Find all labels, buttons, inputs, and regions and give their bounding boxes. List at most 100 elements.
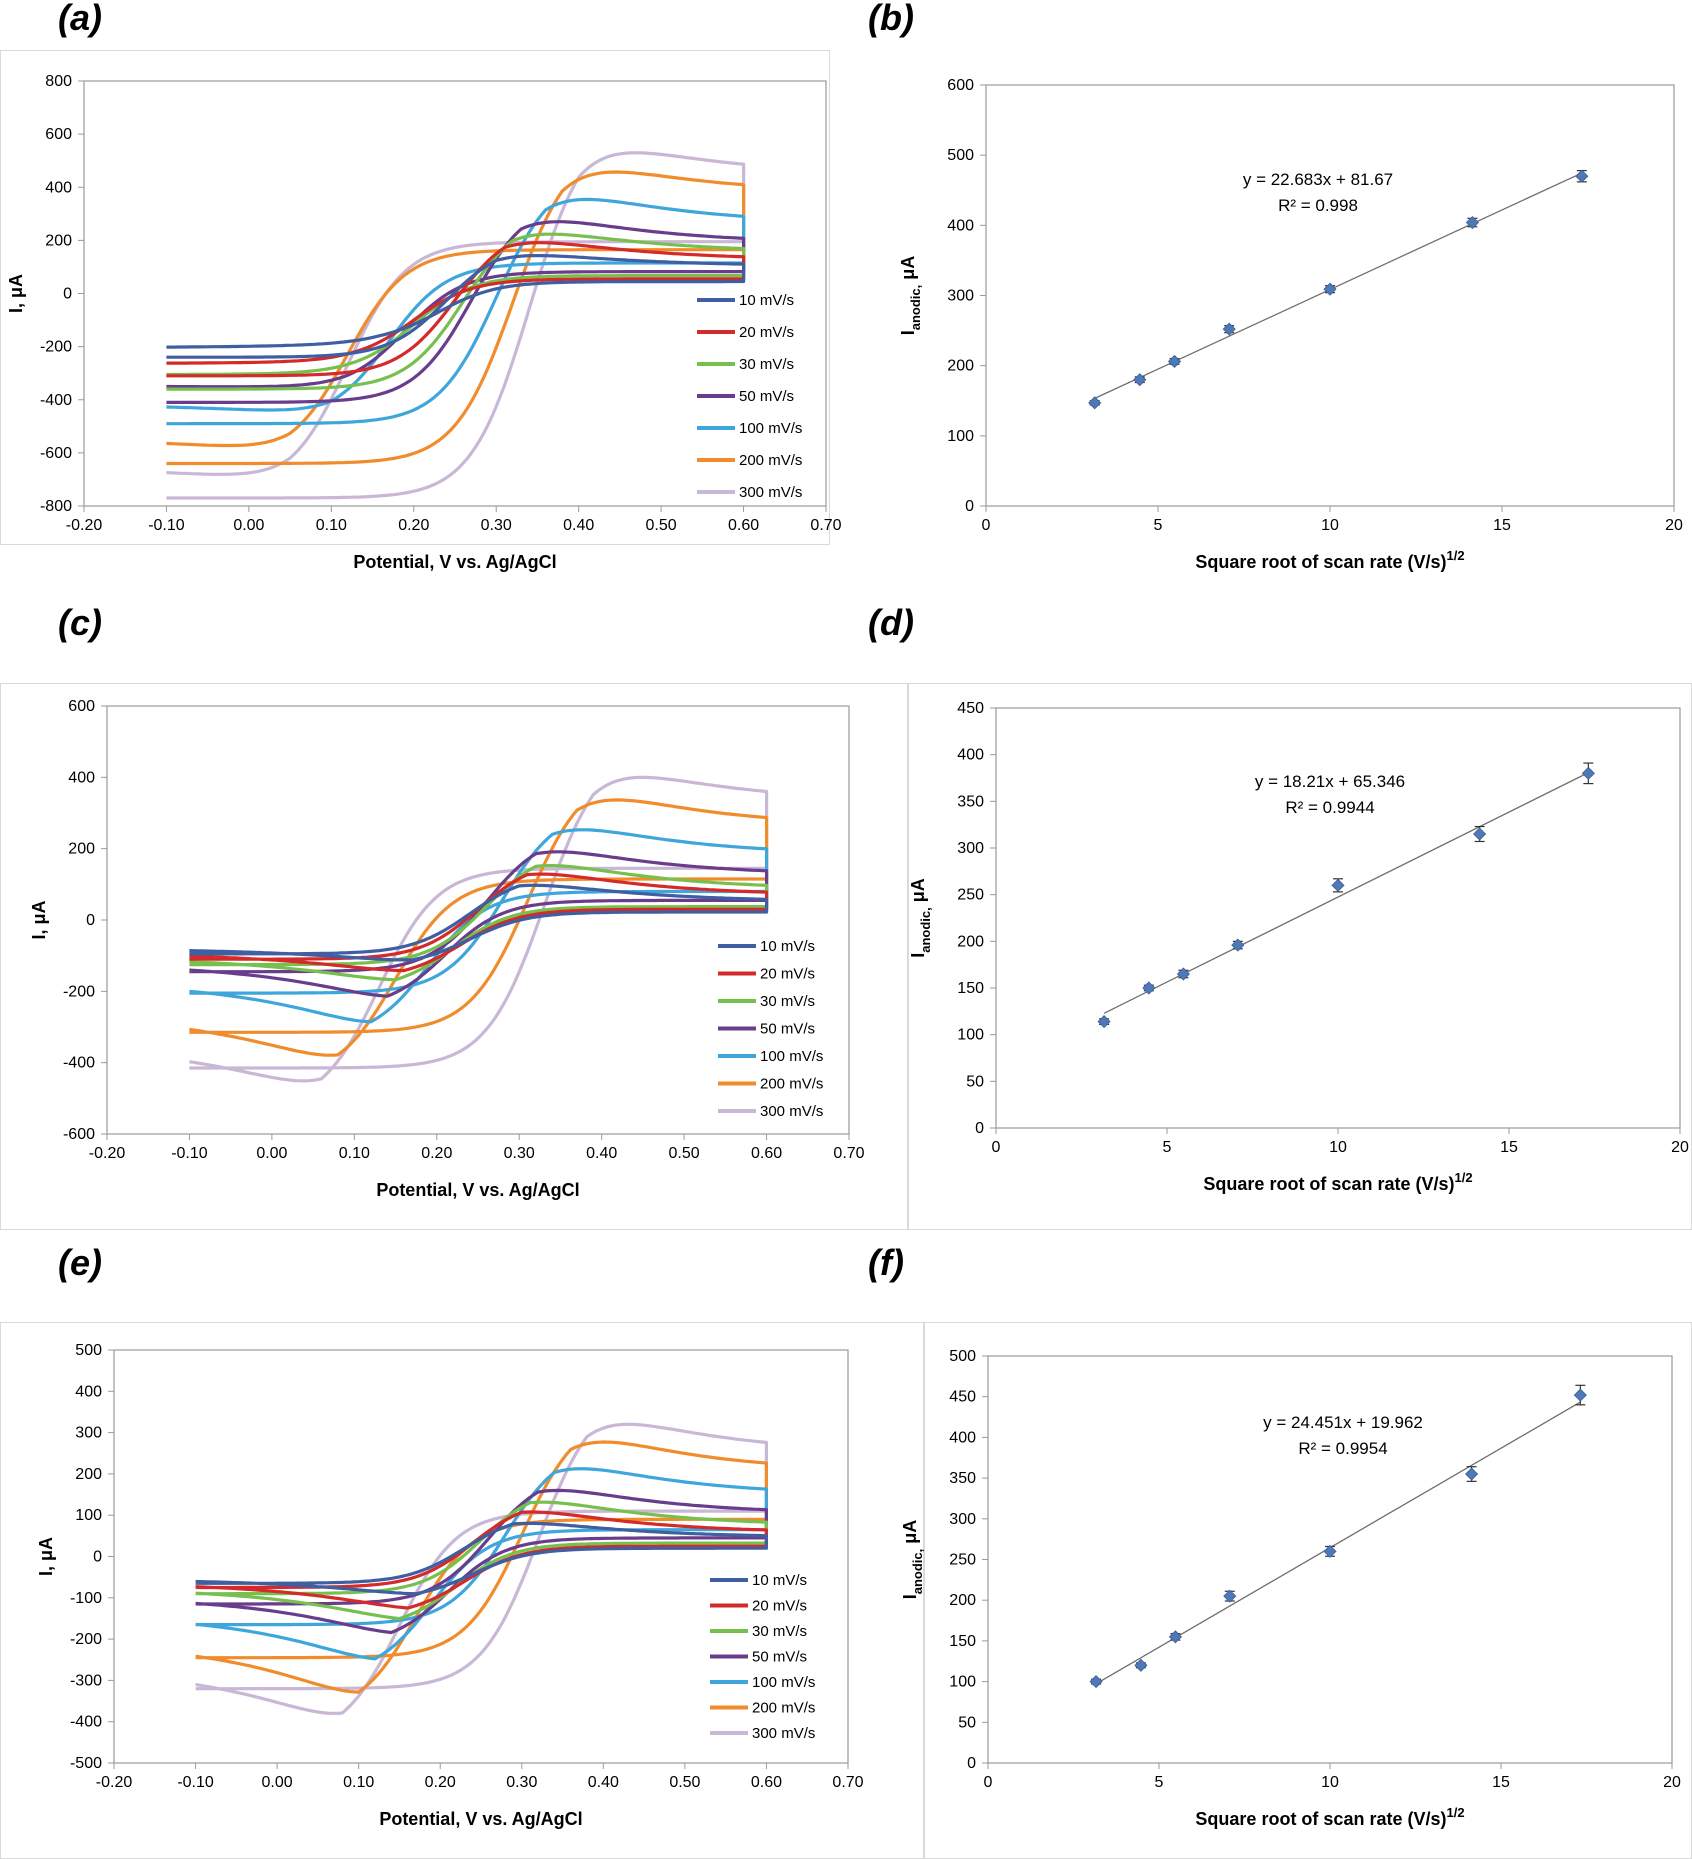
- x-axis-label-text: Potential, V vs. Ag/AgCl: [379, 1809, 582, 1829]
- cv-curve-10mvs: [166, 254, 746, 359]
- x-tick-label: 15: [1492, 1774, 1510, 1791]
- cv-curve-300mvs: [166, 151, 746, 500]
- y-tick-label: -200: [40, 339, 72, 356]
- x-tick-label: -0.10: [171, 1145, 208, 1162]
- legend-label: 200 mV/s: [760, 1076, 823, 1093]
- x-axis-label: Square root of scan rate (V/s)1/2: [1195, 1805, 1464, 1829]
- plot-area: [995, 707, 1681, 1129]
- y-tick-label: 50: [958, 1714, 976, 1731]
- y-tick-label: 50: [966, 1073, 984, 1090]
- y-tick-label: -100: [70, 1590, 102, 1607]
- y-tick-label: 0: [965, 498, 974, 515]
- x-axis-label-text: Potential, V vs. Ag/AgCl: [353, 552, 556, 572]
- x-tick-label: 0.10: [343, 1774, 374, 1791]
- x-tick-label: 0.40: [563, 517, 594, 534]
- x-tick-label: -0.20: [66, 517, 103, 534]
- legend-label: 20 mV/s: [760, 966, 815, 983]
- panel-frame: [0, 683, 908, 1230]
- x-tick-label: 0.50: [669, 1774, 700, 1791]
- y-tick-label: 250: [949, 1552, 976, 1569]
- x-tick-label: 0.00: [233, 517, 264, 534]
- x-tick-label: 20: [1663, 1774, 1681, 1791]
- y-axis-label: I, μA: [29, 900, 49, 939]
- y-tick-label: 200: [947, 358, 974, 375]
- cv-curve-30mvs: [189, 864, 769, 982]
- cv-curve-10mvs: [189, 883, 769, 962]
- y-axis-label-text: I: [908, 953, 928, 958]
- x-tick-label: 0.60: [751, 1774, 782, 1791]
- panel-label: (c): [58, 602, 102, 643]
- data-point: [1089, 1675, 1103, 1689]
- x-axis-label-text: Square root of scan rate (V/s): [1203, 1174, 1454, 1194]
- y-tick-label: 500: [947, 147, 974, 164]
- legend-label: 100 mV/s: [739, 420, 802, 437]
- regression-equation: y = 22.683x + 81.67: [1243, 170, 1393, 189]
- legend-label: 10 mV/s: [739, 292, 794, 309]
- y-tick-label: -200: [63, 983, 95, 1000]
- y-tick-label: 150: [957, 980, 984, 997]
- data-point: [1097, 1015, 1111, 1029]
- chart-panel-d: (d) 0 50 100 150 200 250 300 350 400 450 0 5 10 15 20 Sq…: [868, 602, 1692, 1230]
- chart-panel-a: (a) -800 -600 -400 -200 0 200 400 600 800 -0.20 -0.…: [0, 0, 842, 572]
- y-axis-label: I, μA: [6, 274, 26, 313]
- x-axis-label: Potential, V vs. Ag/AgCl: [353, 552, 556, 572]
- x-tick-label: 0.30: [506, 1774, 537, 1791]
- legend-label: 100 mV/s: [760, 1048, 823, 1065]
- panel-frame: [0, 50, 830, 545]
- y-axis-label-text: I, μA: [29, 900, 49, 939]
- y-tick-label: 800: [45, 73, 72, 90]
- x-tick-label: 0.00: [262, 1774, 293, 1791]
- x-axis-label-sup: 1/2: [1446, 1805, 1464, 1820]
- panel-label: (b): [868, 0, 914, 38]
- y-tick-label: -400: [40, 392, 72, 409]
- x-tick-label: -0.10: [148, 517, 185, 534]
- data-point: [1581, 766, 1595, 780]
- y-axis-label-sub: anodic,: [908, 285, 923, 331]
- legend-label: 300 mV/s: [752, 1725, 815, 1742]
- data-point: [1133, 373, 1147, 387]
- legend-label: 10 mV/s: [760, 938, 815, 955]
- x-tick-label: 0.30: [481, 517, 512, 534]
- panel-frame: [924, 1322, 1692, 1859]
- y-tick-label: 200: [75, 1466, 102, 1483]
- y-tick-label: 250: [957, 887, 984, 904]
- data-point: [1168, 1630, 1182, 1644]
- y-tick-label: 300: [949, 1511, 976, 1528]
- y-tick-label: 0: [93, 1549, 102, 1566]
- data-point: [1323, 282, 1337, 296]
- cv-curve-10mvs: [195, 1521, 768, 1596]
- x-axis-label: Square root of scan rate (V/s)1/2: [1203, 1170, 1472, 1194]
- regression-equation: y = 18.21x + 65.346: [1255, 772, 1405, 791]
- data-point: [1473, 827, 1487, 841]
- cv-curve-50mvs: [189, 850, 769, 998]
- y-tick-label: 450: [957, 700, 984, 717]
- y-tick-label: 500: [949, 1348, 976, 1365]
- r-squared: R² = 0.9954: [1298, 1439, 1387, 1458]
- series-group: [166, 151, 746, 500]
- x-tick-label: 15: [1500, 1139, 1518, 1156]
- y-tick-label: 400: [947, 217, 974, 234]
- x-tick-label: 0.40: [586, 1145, 617, 1162]
- y-axis-label: Ianodic, μA: [898, 256, 923, 336]
- y-tick-label: 0: [975, 1120, 984, 1137]
- y-tick-label: -600: [40, 445, 72, 462]
- y-tick-label: 0: [63, 286, 72, 303]
- data-point: [1465, 215, 1479, 230]
- x-tick-label: -0.10: [177, 1774, 214, 1791]
- y-tick-label: 300: [947, 288, 974, 305]
- x-tick-label: 5: [1155, 1774, 1164, 1791]
- y-tick-label: 200: [949, 1592, 976, 1609]
- x-tick-label: 0.40: [588, 1774, 619, 1791]
- x-tick-label: 10: [1329, 1139, 1347, 1156]
- chart-panel-c: (c) -600 -400 -200 0 200 400 600 -0.20 -0.10 0.00 0…: [0, 602, 908, 1230]
- plot-area: [113, 1349, 849, 1764]
- legend-label: 200 mV/s: [739, 452, 802, 469]
- y-tick-label: 500: [75, 1342, 102, 1359]
- x-axis-label-sup: 1/2: [1446, 548, 1464, 563]
- y-axis-label-text: I: [898, 330, 918, 335]
- data-point: [1222, 322, 1236, 336]
- legend-label: 300 mV/s: [739, 484, 802, 501]
- x-tick-label: 0.10: [339, 1145, 370, 1162]
- x-tick-label: 0.50: [669, 1145, 700, 1162]
